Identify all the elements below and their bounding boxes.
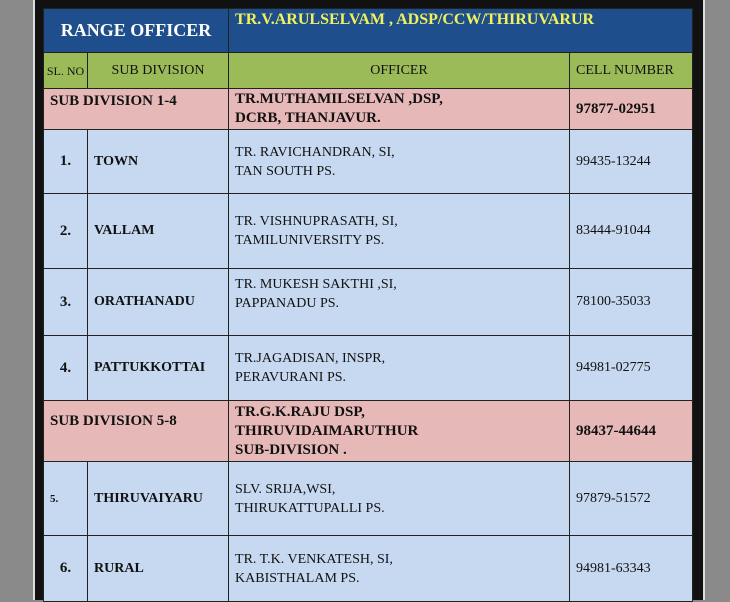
sl-no: 6. bbox=[43, 535, 88, 602]
group-row: SUB DIVISION 1-4 TR.MUTHAMILSELVAN ,DSP,… bbox=[42, 88, 694, 130]
cell-number: 97879-51572 bbox=[569, 461, 694, 536]
sub-division: PATTUKKOTTAI bbox=[86, 335, 230, 401]
range-officer-row: RANGE OFFICER TR.V.ARULSELVAM , ADSP/CCW… bbox=[42, 8, 694, 53]
sub-division: THIRUVAIYARU bbox=[86, 461, 230, 536]
group-label: SUB DIVISION 5-8 bbox=[42, 400, 230, 462]
group-officer: TR.MUTHAMILSELVAN ,DSP, DCRB, THANJAVUR. bbox=[228, 88, 571, 130]
sl-no: 1. bbox=[43, 129, 88, 194]
group-officer: TR.G.K.RAJU DSP, THIRUVIDAIMARUTHUR SUB-… bbox=[228, 400, 571, 462]
table-row: 4. PATTUKKOTTAI TR.JAGADISAN, INSPR, PER… bbox=[43, 335, 694, 401]
sub-division: TOWN bbox=[86, 129, 230, 194]
group-cell: 97877-02951 bbox=[569, 88, 694, 130]
range-officer-label: RANGE OFFICER bbox=[42, 8, 230, 53]
sl-no: 2. bbox=[43, 193, 88, 269]
group-label: SUB DIVISION 1-4 bbox=[42, 88, 230, 130]
sl-no: 4. bbox=[43, 335, 88, 401]
column-header-row: SL. NO SUB DIVISION OFFICER CELL NUMBER bbox=[43, 52, 694, 89]
table-row: 5. THIRUVAIYARU SLV. SRIJA,WSI, THIRUKAT… bbox=[43, 461, 694, 536]
sl-no: 5. bbox=[43, 461, 88, 536]
group-row: SUB DIVISION 5-8 TR.G.K.RAJU DSP, THIRUV… bbox=[42, 400, 694, 462]
col-sub-division: SUB DIVISION bbox=[86, 52, 230, 89]
col-cell-number: CELL NUMBER bbox=[569, 52, 694, 89]
officer: TR. MUKESH SAKTHI ,SI, PAPPANADU PS. bbox=[228, 268, 571, 336]
col-sl-no: SL. NO bbox=[43, 52, 88, 89]
table-row: 1. TOWN TR. RAVICHANDRAN, SI, TAN SOUTH … bbox=[43, 129, 694, 194]
officer: TR. RAVICHANDRAN, SI, TAN SOUTH PS. bbox=[228, 129, 571, 194]
cell-number: 83444-91044 bbox=[569, 193, 694, 269]
group-cell: 98437-44644 bbox=[569, 400, 694, 462]
sl-no: 3. bbox=[43, 268, 88, 336]
cell-number: 94981-63343 bbox=[569, 535, 694, 602]
officer-table: RANGE OFFICER TR.V.ARULSELVAM , ADSP/CCW… bbox=[42, 8, 694, 602]
table-row: 2. VALLAM TR. VISHNUPRASATH, SI, TAMILUN… bbox=[43, 193, 694, 269]
table-row: 3. ORATHANADU TR. MUKESH SAKTHI ,SI, PAP… bbox=[43, 268, 694, 336]
officer: TR.JAGADISAN, INSPR, PERAVURANI PS. bbox=[228, 335, 571, 401]
sub-division: ORATHANADU bbox=[86, 268, 230, 336]
sub-division: RURAL bbox=[86, 535, 230, 602]
officer: SLV. SRIJA,WSI, THIRUKATTUPALLI PS. bbox=[228, 461, 571, 536]
col-officer: OFFICER bbox=[228, 52, 571, 89]
table-row: 6. RURAL TR. T.K. VENKATESH, SI, KABISTH… bbox=[43, 535, 694, 602]
officer: TR. VISHNUPRASATH, SI, TAMILUNIVERSITY P… bbox=[228, 193, 571, 269]
sub-division: VALLAM bbox=[86, 193, 230, 269]
cell-number: 99435-13244 bbox=[569, 129, 694, 194]
cell-number: 94981-02775 bbox=[569, 335, 694, 401]
officer: TR. T.K. VENKATESH, SI, KABISTHALAM PS. bbox=[228, 535, 571, 602]
range-officer-name: TR.V.ARULSELVAM , ADSP/CCW/THIRUVARUR bbox=[228, 8, 694, 53]
cell-number: 78100-35033 bbox=[569, 268, 694, 336]
